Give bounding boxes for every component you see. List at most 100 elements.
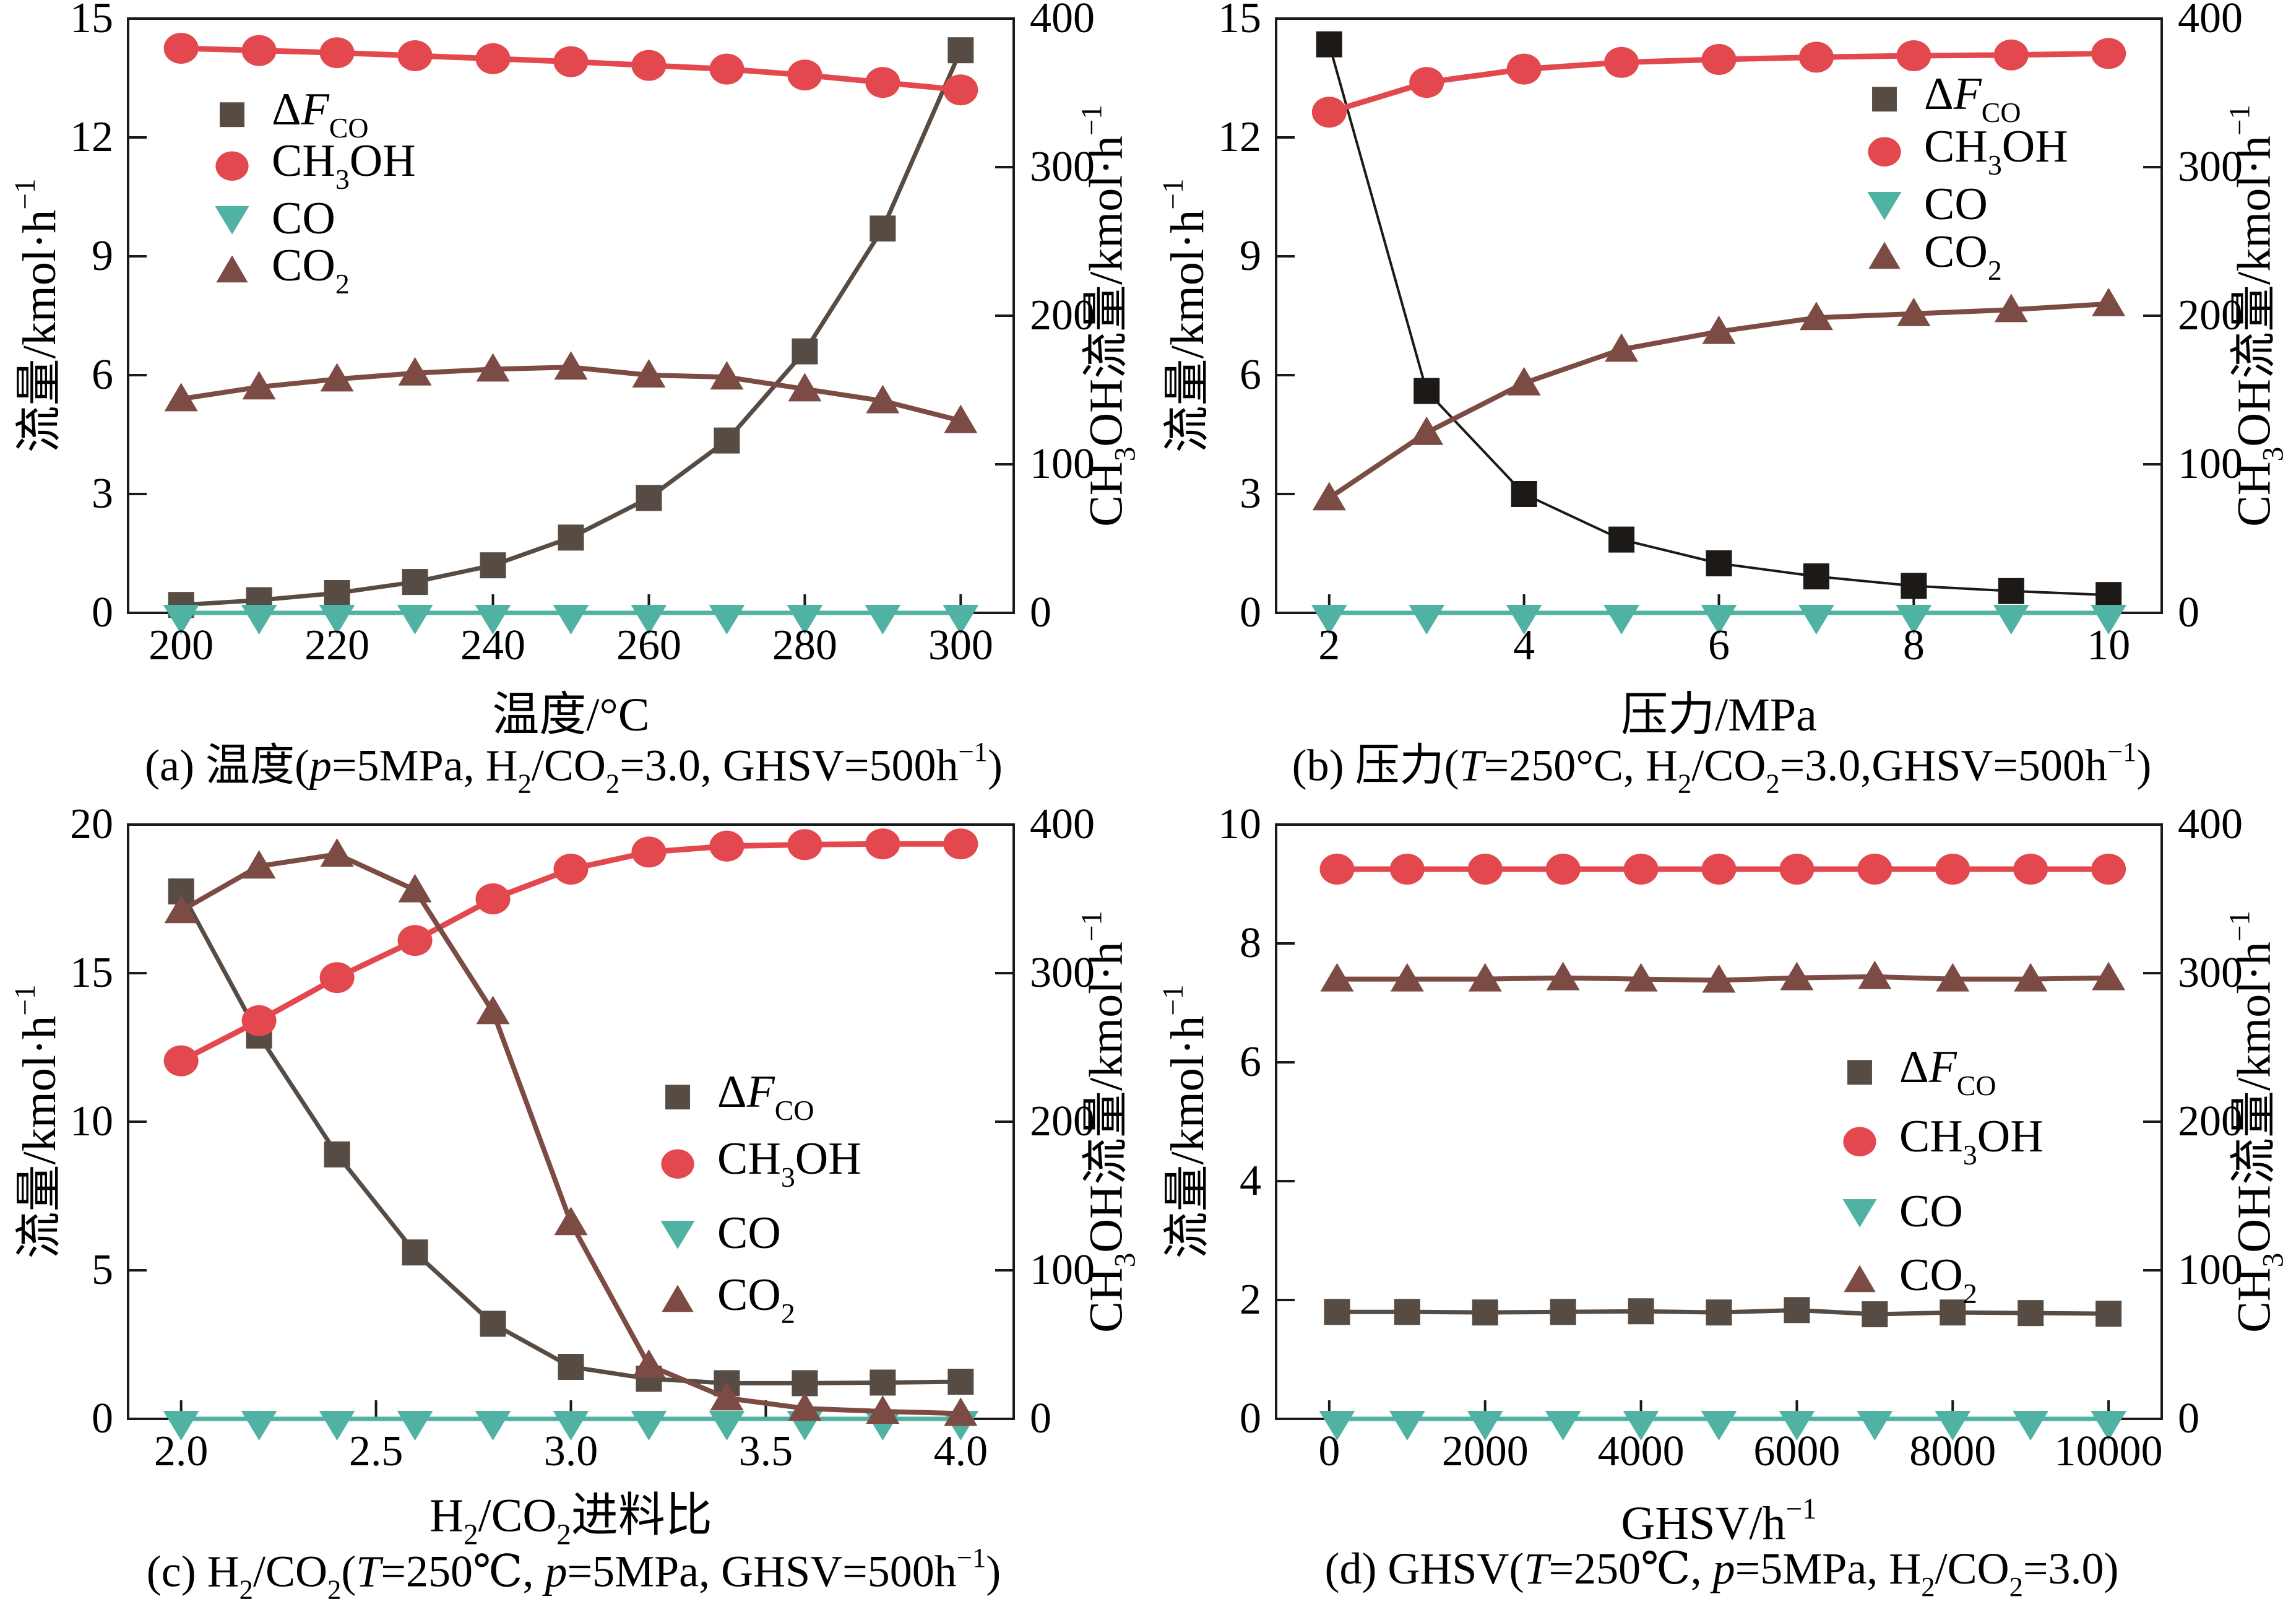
panel-d: 0 2000 4000 6000 8000 10000 0 2 4 6 8 10 0 100 200 300 4…	[1148, 800, 2296, 1612]
y-left-tick-label: 0	[1240, 589, 1261, 636]
y-right-tick-label: 300	[2178, 143, 2243, 191]
y-left-tick-label: 12	[1218, 113, 1261, 161]
legend-marker-circle-icon	[661, 1149, 694, 1179]
y-right-tick-label: 0	[1030, 589, 1051, 636]
y-left-tick-label: 6	[92, 351, 113, 399]
y-left-tick-label: 5	[92, 1246, 113, 1294]
y-axis-title-left: 流量/kmol·h−1	[1157, 178, 1214, 453]
y-right-tick-label: 100	[1030, 440, 1095, 488]
y-left-tick-label: 6	[1240, 1038, 1261, 1086]
y-left-tick-label: 8	[1240, 919, 1261, 967]
y-left-tick-label: 0	[92, 1395, 113, 1442]
legend-item-CO: CO	[655, 1210, 781, 1256]
y-left-tick-label: 2	[1240, 1276, 1261, 1324]
x-tick-label: 0	[1318, 1428, 1340, 1475]
legend-item-dFCO: ΔFCO	[655, 1069, 814, 1125]
x-tick-label: 3.5	[738, 1428, 793, 1475]
y-right-tick-label: 200	[2178, 292, 2243, 339]
legend-label-CH3OH: CH3OH	[1899, 1111, 2044, 1171]
x-tick-label: 200	[149, 622, 214, 669]
x-axis-title: GHSV/h−1	[1621, 1493, 1817, 1549]
legend-item-CO2: CO2	[1862, 229, 2002, 285]
y-right-tick-label: 400	[1030, 0, 1095, 42]
y-left-tick-label: 0	[92, 589, 113, 636]
legend-marker-circle-icon	[215, 151, 249, 181]
y-right-tick-label: 200	[1030, 292, 1095, 339]
legend-marker-triangle-up-icon	[1844, 1265, 1876, 1292]
legend-item-CO: CO	[1862, 181, 1988, 227]
x-tick-label: 280	[772, 622, 837, 669]
y-right-tick-label: 200	[1030, 1098, 1095, 1145]
x-tick-label: 4000	[1597, 1428, 1685, 1475]
y-right-tick-label: 200	[2178, 1098, 2243, 1145]
y-right-tick-label: 100	[1030, 1246, 1095, 1294]
series-markers-CO2	[1312, 287, 2126, 511]
y-axis-title-left: 流量/kmol·h−1	[1157, 984, 1214, 1259]
y-left-tick-label: 10	[70, 1098, 113, 1145]
subplot-caption-a: (a) 温度(p=5MPa, H2/CO2=3.0, GHSV=500h−1)	[145, 736, 1003, 799]
y-right-tick-label: 100	[2178, 440, 2243, 488]
legend-marker-triangle-up-icon	[216, 255, 248, 282]
x-tick-label: 10000	[2054, 1428, 2163, 1475]
legend-marker-circle-icon	[1843, 1127, 1876, 1156]
legend-marker-triangle-up-icon	[1868, 241, 1901, 269]
subplot-caption-d: (d) GHSV(T=250℃, p=5MPa, H2/CO2=3.0)	[1324, 1544, 2119, 1603]
series-markers-dFCO	[1316, 31, 2122, 609]
x-tick-label: 2.0	[153, 1428, 209, 1475]
y-axis-title-left: 流量/kmol·h−1	[9, 984, 66, 1259]
series-markers-CH3OH	[163, 828, 978, 1077]
legend-marker-square-icon	[665, 1085, 690, 1109]
x-tick-label: 260	[616, 622, 681, 669]
legend-label-CO: CO	[1924, 179, 1988, 230]
series-markers-dFCO	[1324, 1297, 2122, 1328]
x-tick-label: 4	[1513, 622, 1535, 669]
y-left-tick-label: 3	[1240, 470, 1261, 518]
legend-marker-triangle-down-icon	[1867, 192, 1902, 220]
x-tick-label: 6	[1708, 622, 1730, 669]
y-left-tick-label: 9	[92, 232, 113, 280]
y-left-tick-label: 0	[1240, 1395, 1261, 1442]
y-left-tick-label: 15	[1218, 0, 1261, 42]
y-axis-title-right: CH3OH流量/kmol·h−1	[1076, 105, 1142, 527]
series-markers-CH3OH	[1319, 854, 2126, 885]
y-left-tick-label: 3	[92, 470, 113, 518]
chart-plot-area-c	[127, 823, 1015, 1441]
legend-label-CO2: CO2	[1899, 1250, 1977, 1309]
y-right-tick-label: 0	[2178, 589, 2199, 636]
x-tick-label: 3.0	[543, 1428, 598, 1475]
x-tick-label: 6000	[1753, 1428, 1841, 1475]
panel-b: 2 4 6 8 10 0 3 6 9 12 15 0 100 200 300 400 压力/MPa 流量/kmol…	[1148, 0, 2296, 806]
y-right-tick-label: 400	[1030, 800, 1095, 848]
legend-item-dFCO: ΔFCO	[1837, 1044, 1996, 1100]
series-markers-CO2	[164, 351, 978, 433]
y-axis-title-right: CH3OH流量/kmol·h−1	[2224, 911, 2290, 1333]
x-tick-label: 10	[2087, 622, 2131, 669]
series-markers-CO2	[164, 838, 978, 1426]
y-right-tick-label: 300	[1030, 143, 1095, 191]
legend-item-CH3OH: CH3OH	[655, 1136, 861, 1192]
legend-label-CO2: CO2	[1924, 227, 2002, 286]
y-right-tick-label: 300	[2178, 949, 2243, 997]
legend-item-CO: CO	[1837, 1189, 1963, 1234]
series-markers-CO	[163, 605, 979, 635]
series-markers-CO	[1319, 1411, 2127, 1441]
series-markers-CH3OH	[163, 33, 978, 106]
legend-marker-triangle-down-icon	[660, 1221, 695, 1249]
x-axis-title: H2/CO2进料比	[429, 1489, 712, 1551]
legend-marker-triangle-up-icon	[662, 1285, 694, 1312]
legend-label-dFCO: ΔFCO	[1924, 69, 2021, 128]
panel-a: 200 220 240 260 280 300 0 3 6 9 12 15 0 100 200 300 400 温…	[0, 0, 1148, 806]
y-left-tick-label: 6	[1240, 351, 1261, 399]
y-right-tick-label: 100	[2178, 1246, 2243, 1294]
x-tick-label: 8000	[1909, 1428, 1996, 1475]
y-right-tick-label: 0	[2178, 1395, 2199, 1442]
x-axis-title: 压力/MPa	[1621, 689, 1817, 741]
y-right-tick-label: 400	[2178, 800, 2243, 848]
legend-item-CH3OH: CH3OH	[210, 138, 416, 194]
legend-item-CO2: CO2	[1837, 1252, 1977, 1308]
y-left-tick-label: 15	[70, 0, 113, 42]
x-tick-label: 2000	[1441, 1428, 1529, 1475]
legend-item-CO2: CO2	[655, 1272, 795, 1328]
legend-label-dFCO: ΔFCO	[1899, 1042, 1996, 1101]
